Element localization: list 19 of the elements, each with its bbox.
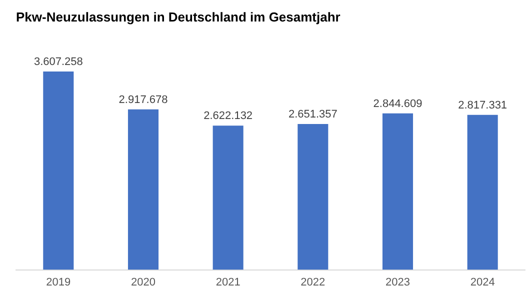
x-tick-label: 2020: [131, 276, 156, 288]
x-tick-label: 2023: [386, 276, 410, 288]
bar: [43, 71, 74, 270]
data-label: 2.622.132: [204, 110, 253, 122]
data-label: 3.607.258: [34, 56, 83, 68]
x-tick-label: 2019: [46, 276, 71, 288]
bar: [128, 109, 159, 270]
bar: [298, 124, 328, 270]
bar: [212, 126, 244, 270]
data-label: 2.651.357: [288, 108, 338, 121]
x-tick-label: 2024: [470, 276, 495, 288]
x-tick-label: 2021: [216, 276, 240, 288]
bar: [467, 114, 498, 270]
data-label: 2.917.678: [118, 94, 168, 106]
x-tick-label: 2022: [300, 276, 326, 288]
data-label: 2.817.331: [458, 99, 508, 112]
data-label: 2.844.609: [373, 98, 422, 110]
bar: [382, 113, 414, 270]
chart-title: Pkw-Neuzulassungen in Deutschland im Gesamtjahr: [16, 9, 340, 24]
